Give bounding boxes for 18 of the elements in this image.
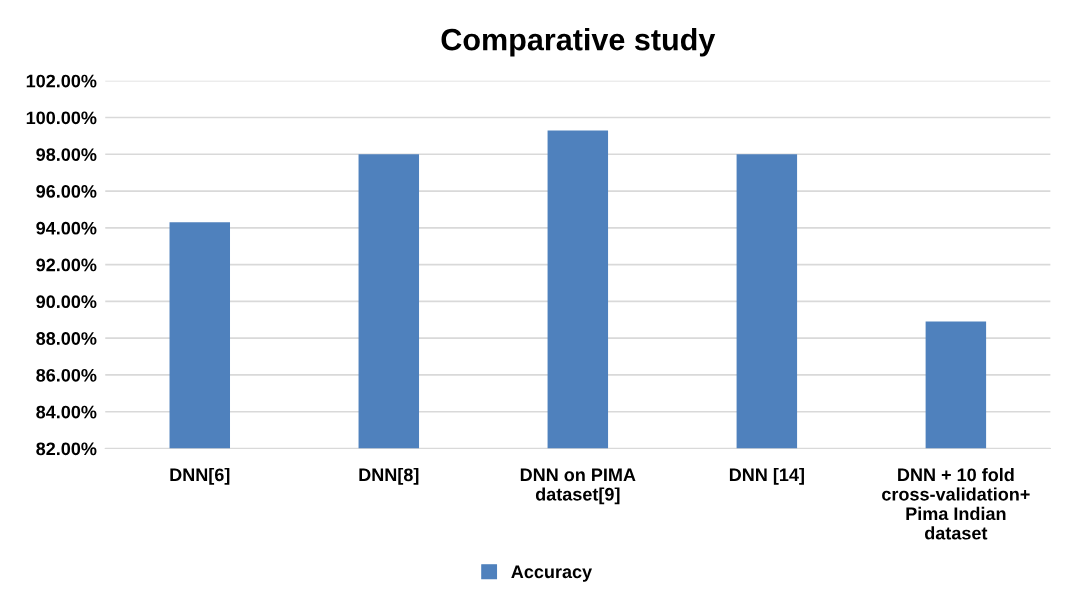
y-tick-label: 82.00%: [36, 442, 97, 456]
x-tick-label: DNN [14]: [729, 467, 804, 485]
y-tick-label: 92.00%: [36, 258, 97, 272]
x-tick-label: DNN + 10 fold cross-validation+ Pima Indian dataset: [882, 467, 1030, 540]
x-tick-label: DNN[6]: [170, 467, 230, 485]
y-tick-label: 96.00%: [36, 185, 97, 198]
x-tick-label: DNN on PIMA dataset[9]: [520, 468, 636, 505]
y-tick-label: 98.00%: [36, 148, 97, 161]
x-tick-label: DNN[8]: [359, 467, 419, 485]
y-tick-label: 88.00%: [36, 332, 97, 345]
y-tick-label: 84.00%: [36, 405, 97, 419]
chart-title: Comparative study: [441, 28, 716, 57]
y-tick-label: 90.00%: [36, 295, 97, 309]
y-tick-label: 94.00%: [36, 221, 97, 235]
y-tick-label: 100.00%: [26, 111, 97, 125]
y-tick-label: 86.00%: [36, 368, 97, 382]
legend-label: Accuracy: [511, 565, 592, 582]
y-tick-label: 102.00%: [26, 74, 97, 88]
